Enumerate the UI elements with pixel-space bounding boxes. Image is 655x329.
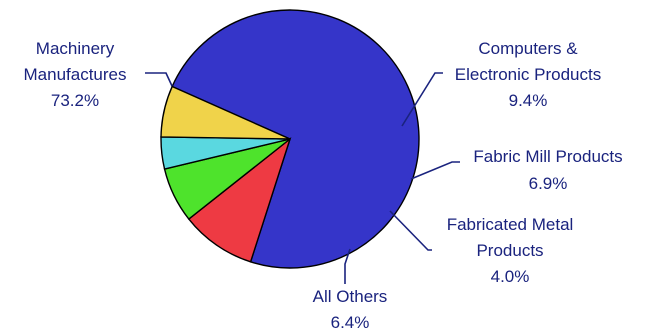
leader-all-others	[344, 248, 351, 284]
label-fabric-mill: Fabric Mill Products 6.9%	[473, 147, 622, 193]
slice-all-others	[160, 85, 291, 140]
leader-machinery	[145, 72, 173, 87]
slice-computers	[187, 137, 292, 263]
label-computers: Computers & Electronic Products 9.4%	[455, 39, 601, 110]
pie-slices	[160, 9, 420, 269]
label-all-others-line1: All Others	[313, 287, 388, 306]
value-machinery: 73.2%	[51, 91, 99, 110]
value-fabricated-metal: 4.0%	[491, 267, 530, 286]
label-all-others: All Others 6.4%	[313, 287, 388, 329]
value-fabric-mill: 6.9%	[529, 174, 568, 193]
label-fabricated-metal-line2: Products	[476, 241, 543, 260]
label-fabricated-metal-line1: Fabricated Metal	[447, 215, 574, 234]
value-computers: 9.4%	[509, 91, 548, 110]
slice-machinery	[171, 9, 420, 269]
value-all-others: 6.4%	[331, 313, 370, 329]
label-fabric-mill-line1: Fabric Mill Products	[473, 147, 622, 166]
leader-lines	[145, 72, 460, 284]
label-computers-line2: Electronic Products	[455, 65, 601, 84]
label-machinery-line1: Machinery	[36, 39, 115, 58]
leader-fabric-mill	[410, 161, 460, 180]
leader-computers	[401, 72, 443, 127]
label-fabricated-metal: Fabricated Metal Products 4.0%	[447, 215, 574, 286]
leader-fabricated-metal	[389, 210, 432, 251]
label-computers-line1: Computers &	[478, 39, 578, 58]
label-machinery: Machinery Manufactures 73.2%	[24, 39, 127, 110]
label-machinery-line2: Manufactures	[24, 65, 127, 84]
